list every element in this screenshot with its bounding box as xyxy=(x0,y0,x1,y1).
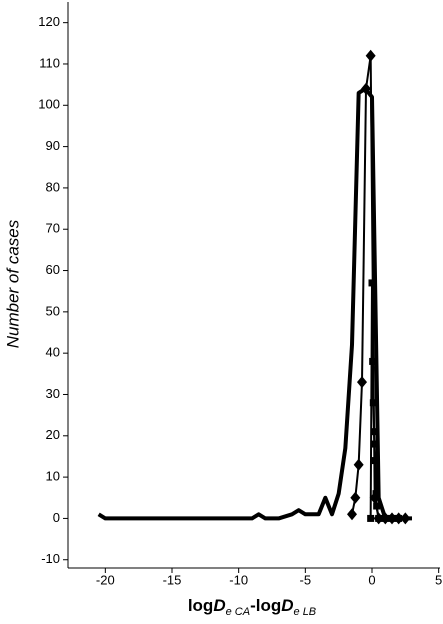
x-label-part: D xyxy=(213,596,225,615)
square-marker xyxy=(369,357,377,365)
diamond-marker xyxy=(361,82,371,95)
x-tick-label: -15 xyxy=(163,572,182,587)
y-tick-label: 20 xyxy=(46,427,60,442)
x-tick-label: -5 xyxy=(300,572,312,587)
square-marker xyxy=(372,490,380,498)
square-marker xyxy=(381,514,389,522)
y-tick-label: 70 xyxy=(46,221,60,236)
diamond-marker xyxy=(353,458,364,471)
y-tick-label: 50 xyxy=(46,303,60,318)
x-label-part: log xyxy=(188,596,214,615)
y-tick-label: 100 xyxy=(38,97,60,112)
square-marker xyxy=(375,514,383,522)
x-tick-label: -20 xyxy=(96,572,115,587)
square-marker xyxy=(369,399,377,407)
square-marker xyxy=(367,514,375,522)
y-axis-label: Number of cases xyxy=(3,219,22,348)
y-tick-label: 110 xyxy=(39,55,60,70)
y-tick-label: 10 xyxy=(46,469,60,484)
x-label-part: e LB xyxy=(294,606,317,618)
x-tick-label: -10 xyxy=(229,572,248,587)
y-tick-label: 120 xyxy=(38,14,60,29)
diamond-marker xyxy=(350,491,361,504)
y-tick-label: -10 xyxy=(41,551,60,566)
square-marker xyxy=(371,457,379,465)
diamond-marker xyxy=(357,376,367,389)
square-marker xyxy=(388,514,396,522)
diamond-marker xyxy=(347,508,357,521)
x-tick-label: 5 xyxy=(435,572,442,587)
x-axis-label: logDe CA-logDe LB xyxy=(188,596,316,617)
y-tick-label: 30 xyxy=(46,386,60,401)
x-label-part: e CA xyxy=(226,606,250,618)
diamond-marker xyxy=(365,49,376,62)
square-marker xyxy=(368,279,376,287)
x-label-part: -log xyxy=(250,596,281,615)
square-marker xyxy=(370,428,378,436)
square-marker xyxy=(373,502,381,510)
square-marker xyxy=(371,440,379,448)
diamond-marker xyxy=(400,512,411,525)
y-tick-label: 40 xyxy=(46,345,60,360)
x-tick-label: 0 xyxy=(368,572,375,587)
y-tick-label: 80 xyxy=(46,179,60,194)
x-label-part: D xyxy=(281,596,293,615)
y-tick-label: 60 xyxy=(46,262,60,277)
square-marker xyxy=(395,514,403,522)
y-tick-label: 90 xyxy=(46,138,60,153)
y-tick-label: 0 xyxy=(53,510,60,525)
